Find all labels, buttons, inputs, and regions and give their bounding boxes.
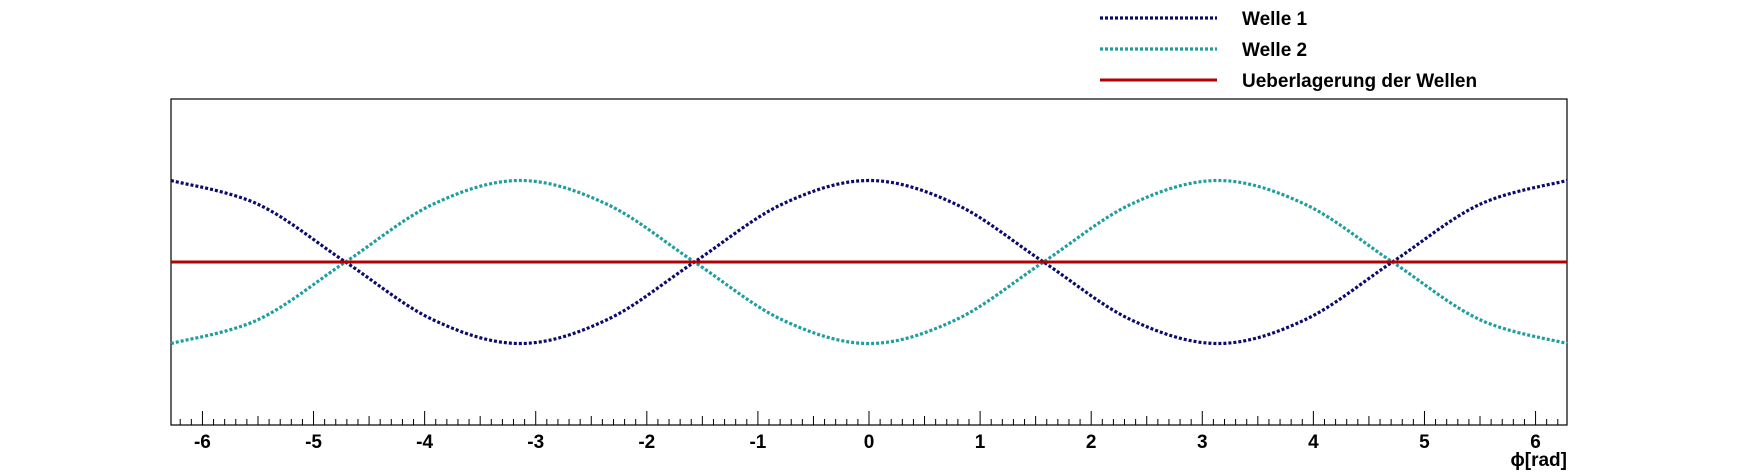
x-tick-label: -6 [194,432,211,453]
legend: Welle 1 Welle 2 Ueberlagerung der Wellen [1100,9,1477,92]
legend-label-ueberlagerung-der-wellen: Ueberlagerung der Wellen [1242,71,1477,92]
x-axis-title: ϕ[rad] [1511,450,1567,471]
x-tick-label: 0 [864,432,875,453]
legend-label-welle-1: Welle 1 [1242,9,1308,30]
x-tick-label: -2 [638,432,655,453]
x-tick-label: -5 [305,432,322,453]
x-tick-label: -3 [527,432,544,453]
x-tick-label: -4 [416,432,433,453]
x-tick-label: 3 [1197,432,1208,453]
x-tick-label: 5 [1419,432,1430,453]
x-tick-label: -1 [749,432,766,453]
x-axis: -6 -5 -4 -3 -2 -1 0 1 2 3 4 5 6 [179,411,1559,453]
x-tick-label: 1 [975,432,986,453]
legend-label-welle-2: Welle 2 [1242,40,1307,61]
x-tick-label: 6 [1530,432,1541,453]
series-line-welle-2 [170,178,1568,346]
series-layer [170,178,1568,346]
series-line-welle-1 [170,178,1568,346]
x-tick-label: 2 [1086,432,1097,453]
x-tick-label: 4 [1308,432,1319,453]
